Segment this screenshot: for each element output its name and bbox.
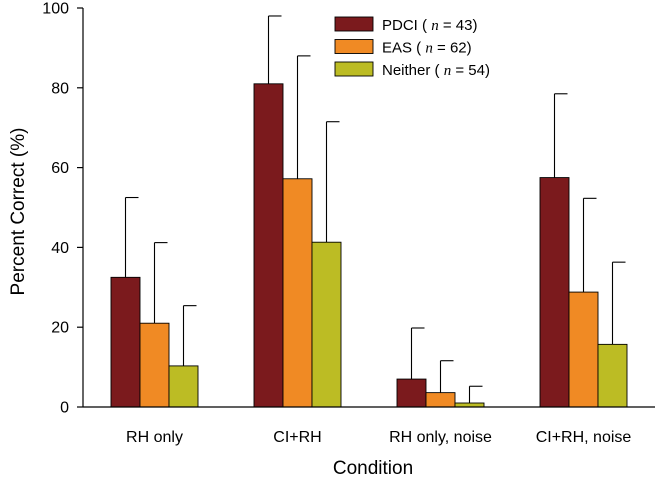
bars: [110, 83, 628, 408]
legend-item-neither: Neither ( n = 54): [334, 61, 490, 79]
legend-swatch: [334, 61, 374, 77]
legend-label: EAS ( n = 62): [382, 40, 472, 57]
bar-pdci: [253, 83, 284, 408]
x-tick-label: CI+RH, noise: [536, 429, 632, 446]
error-bar: [296, 55, 311, 179]
y-tick-label: 80: [51, 80, 69, 97]
legend-item-pdci: PDCI ( n = 43): [334, 16, 477, 34]
bar-neither: [597, 343, 628, 408]
legend-label: PDCI ( n = 43): [382, 17, 477, 34]
y-axis-ticks: 0 20 40 60 80 100: [42, 1, 83, 417]
bar-neither: [311, 241, 342, 408]
bar-eas: [425, 392, 456, 408]
x-tick-label: RH only: [126, 429, 183, 446]
x-axis-title: Condition: [333, 458, 413, 479]
legend: PDCI ( n = 43) EAS ( n = 62) Neither ( n =…: [334, 16, 490, 79]
error-bar: [182, 305, 197, 366]
error-bar: [410, 327, 425, 380]
bar-neither: [168, 365, 199, 408]
bar-eas: [282, 178, 313, 408]
error-bar: [553, 93, 568, 178]
axes: [82, 8, 655, 408]
x-tick-label: CI+RH: [273, 429, 321, 446]
bar-eas: [568, 291, 599, 408]
y-tick-label: 0: [60, 400, 69, 417]
y-axis-title: Percent Correct (%): [8, 128, 29, 296]
y-tick-label: 100: [42, 1, 69, 18]
legend-item-eas: EAS ( n = 62): [334, 39, 472, 57]
bar-pdci: [110, 276, 141, 408]
error-bar: [582, 197, 597, 293]
legend-label: Neither ( n = 54): [382, 62, 490, 79]
error-bar: [468, 385, 483, 404]
y-tick-label: 60: [51, 160, 69, 177]
error-bar: [153, 242, 168, 324]
x-axis-ticks: RH only CI+RH RH only, noise CI+RH, noise: [126, 429, 631, 446]
error-bar: [611, 261, 626, 345]
y-tick-label: 20: [51, 320, 69, 337]
error-bar: [267, 15, 282, 84]
legend-swatch: [334, 16, 374, 32]
error-bar: [124, 196, 139, 278]
error-bar: [325, 121, 340, 243]
bar-pdci: [396, 378, 427, 408]
y-tick-label: 40: [51, 240, 69, 257]
error-bar: [439, 360, 454, 393]
x-tick-label: RH only, noise: [389, 429, 492, 446]
legend-swatch: [334, 39, 374, 54]
error-bars: [124, 15, 626, 404]
bar-pdci: [539, 177, 570, 408]
bar-eas: [139, 322, 170, 408]
